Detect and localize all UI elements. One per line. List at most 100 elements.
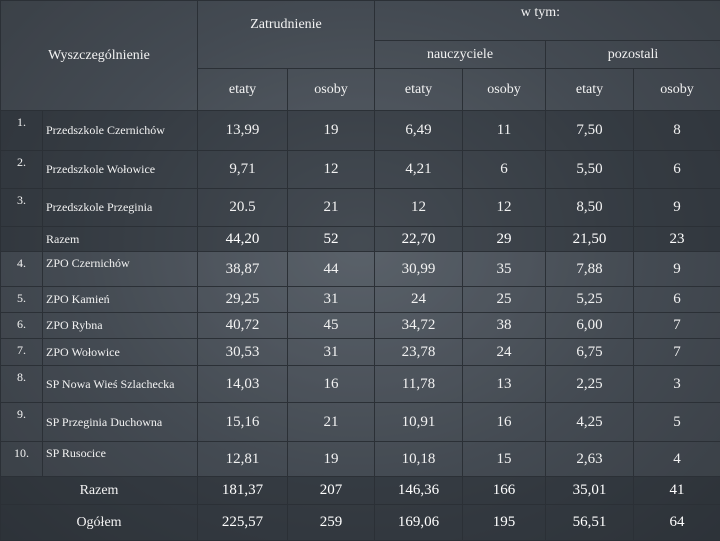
value-cell: 5,50 [546,151,634,189]
row-name: Razem [1,477,198,505]
value-cell: 21 [288,189,375,227]
row-name: ZPO Kamień [43,287,198,313]
value-cell: 6 [634,151,720,189]
value-cell: 45 [288,313,375,339]
value-cell: 15,16 [198,403,288,442]
value-cell: 41 [634,477,720,505]
value-cell: 31 [288,339,375,366]
table-row: 4. ZPO Czernichów 38,87 44 30,99 35 7,88… [1,252,720,287]
table-row: 3. Przedszkole Przeginia 20.5 21 12 12 8… [1,189,720,227]
value-cell: 5,25 [546,287,634,313]
row-name: ZPO Wołowice [43,339,198,366]
header-etaty: etaty [375,69,463,111]
header-teachers: nauczyciele [375,41,546,69]
value-cell: 4,25 [546,403,634,442]
value-cell: 9,71 [198,151,288,189]
header-etaty: etaty [198,69,288,111]
value-cell: 19 [288,111,375,151]
value-cell: 259 [288,505,375,541]
row-number: 3. [1,189,43,227]
value-cell: 56,51 [546,505,634,541]
value-cell: 2,25 [546,366,634,403]
value-cell: 34,72 [375,313,463,339]
value-cell: 19 [288,442,375,477]
value-cell: 3 [634,366,720,403]
value-cell: 21,50 [546,227,634,252]
value-cell: 9 [634,252,720,287]
table-row: 5. ZPO Kamień 29,25 31 24 25 5,25 6 [1,287,720,313]
row-number: 8. [1,366,43,403]
value-cell: 6,49 [375,111,463,151]
row-number: 7. [1,339,43,366]
value-cell: 6 [463,151,546,189]
row-name: Przedszkole Wołowice [43,151,198,189]
value-cell: 52 [288,227,375,252]
table-row: 2. Przedszkole Wołowice 9,71 12 4,21 6 5… [1,151,720,189]
row-name: SP Nowa Wieś Szlachecka [43,366,198,403]
value-cell: 6,00 [546,313,634,339]
row-number: 4. [1,252,43,287]
value-cell: 5 [634,403,720,442]
value-cell: 6,75 [546,339,634,366]
value-cell: 11 [463,111,546,151]
row-number: 6. [1,313,43,339]
value-cell: 207 [288,477,375,505]
header-osoby: osoby [463,69,546,111]
value-cell: 31 [288,287,375,313]
value-cell: 14,03 [198,366,288,403]
subtotal-row: Razem 44,20 52 22,70 29 21,50 23 [1,227,720,252]
value-cell: 23 [634,227,720,252]
value-cell: 35,01 [546,477,634,505]
row-name: Ogółem [1,505,198,541]
value-cell: 16 [288,366,375,403]
value-cell: 35 [463,252,546,287]
header-spec: Wyszczególnienie [1,1,198,111]
value-cell: 29 [463,227,546,252]
value-cell: 6 [634,287,720,313]
table-row: 1. Przedszkole Czernichów 13,99 19 6,49 … [1,111,720,151]
row-number: 1. [1,111,43,151]
value-cell: 13,99 [198,111,288,151]
table-row: 9. SP Przeginia Duchowna 15,16 21 10,91 … [1,403,720,442]
header-osoby: osoby [634,69,720,111]
header-of-which: w tym: [375,1,720,41]
value-cell: 13 [463,366,546,403]
value-cell: 40,72 [198,313,288,339]
value-cell: 195 [463,505,546,541]
value-cell: 12 [288,151,375,189]
value-cell: 20.5 [198,189,288,227]
row-name: Przedszkole Przeginia [43,189,198,227]
value-cell: 10,18 [375,442,463,477]
value-cell: 4 [634,442,720,477]
value-cell: 38,87 [198,252,288,287]
value-cell: 38 [463,313,546,339]
value-cell: 24 [375,287,463,313]
header-employment: Zatrudnienie [198,1,375,69]
value-cell: 16 [463,403,546,442]
value-cell: 146,36 [375,477,463,505]
value-cell: 7 [634,313,720,339]
value-cell: 12 [375,189,463,227]
value-cell: 181,37 [198,477,288,505]
value-cell: 9 [634,189,720,227]
table-row: 10. SP Rusocice 12,81 19 10,18 15 2,63 4 [1,442,720,477]
value-cell: 12,81 [198,442,288,477]
header-osoby: osoby [288,69,375,111]
row-number: 5. [1,287,43,313]
value-cell: 12 [463,189,546,227]
row-number: 10. [1,442,43,477]
table-row: 6. ZPO Rybna 40,72 45 34,72 38 6,00 7 [1,313,720,339]
value-cell: 7,88 [546,252,634,287]
value-cell: 4,21 [375,151,463,189]
value-cell: 24 [463,339,546,366]
value-cell: 7 [634,339,720,366]
value-cell: 8 [634,111,720,151]
subtotal-row: Razem 181,37 207 146,36 166 35,01 41 [1,477,720,505]
value-cell: 2,63 [546,442,634,477]
value-cell: 166 [463,477,546,505]
value-cell: 23,78 [375,339,463,366]
row-name: Przedszkole Czernichów [43,111,198,151]
value-cell: 10,91 [375,403,463,442]
row-number: 2. [1,151,43,189]
